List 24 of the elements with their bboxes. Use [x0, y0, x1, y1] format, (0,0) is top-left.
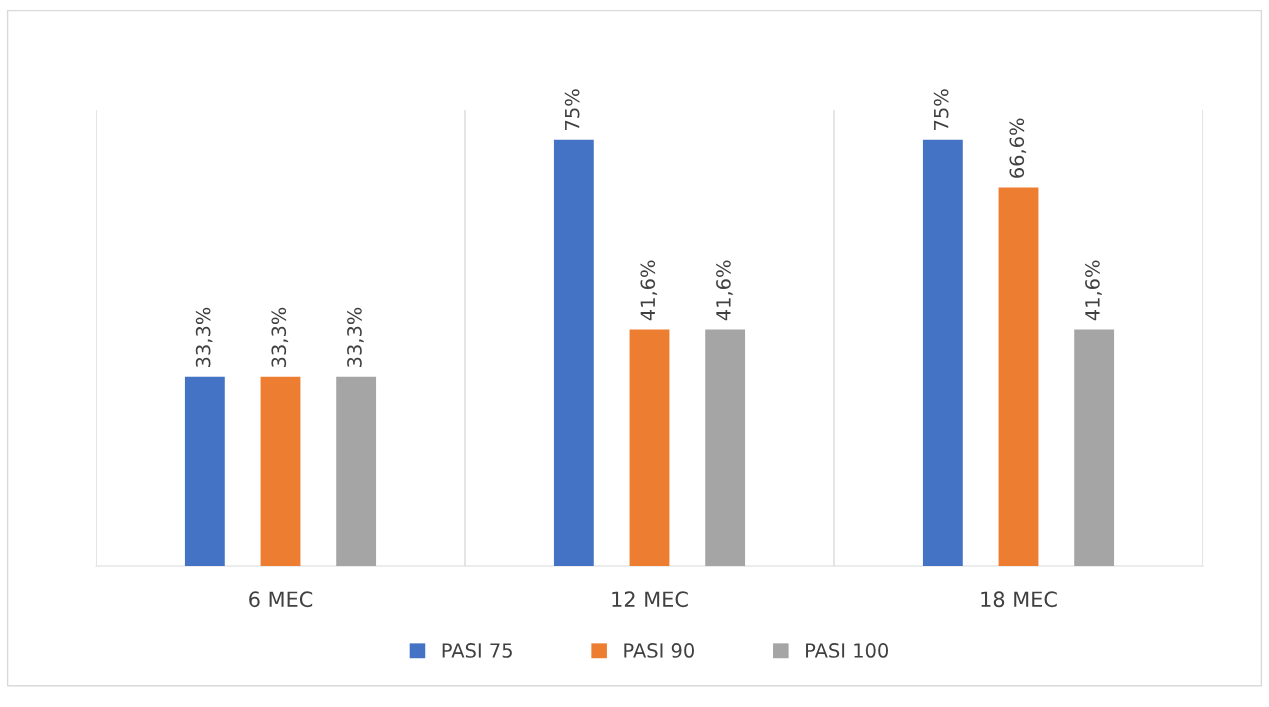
bar	[1074, 329, 1115, 566]
bar	[998, 187, 1039, 566]
data-label: 41,6%	[1085, 260, 1102, 321]
data-label: 41,6%	[716, 260, 733, 321]
data-label: 75%	[564, 89, 580, 130]
legend-label: PASI 90	[624, 643, 694, 658]
bar	[336, 376, 377, 566]
legend-label: PASI 75	[442, 643, 512, 658]
bar	[922, 139, 963, 566]
x-tick-label: 6 MEC	[249, 591, 313, 608]
data-label: 75%	[933, 89, 949, 130]
bar	[629, 329, 670, 566]
data-label: 33,3%	[271, 307, 289, 367]
bar	[184, 376, 225, 566]
data-label: 33,3%	[347, 307, 364, 367]
bar	[260, 376, 301, 566]
legend-label: PASI 100	[806, 643, 889, 658]
x-tick-label: 18 MEC	[981, 591, 1057, 608]
bar	[705, 329, 746, 566]
bar	[553, 139, 594, 566]
data-label: 33,3%	[195, 307, 213, 367]
data-label: 41,6%	[640, 260, 658, 321]
x-tick-label: 12 MEC	[612, 591, 688, 608]
data-label: 66,6%	[1009, 118, 1027, 178]
